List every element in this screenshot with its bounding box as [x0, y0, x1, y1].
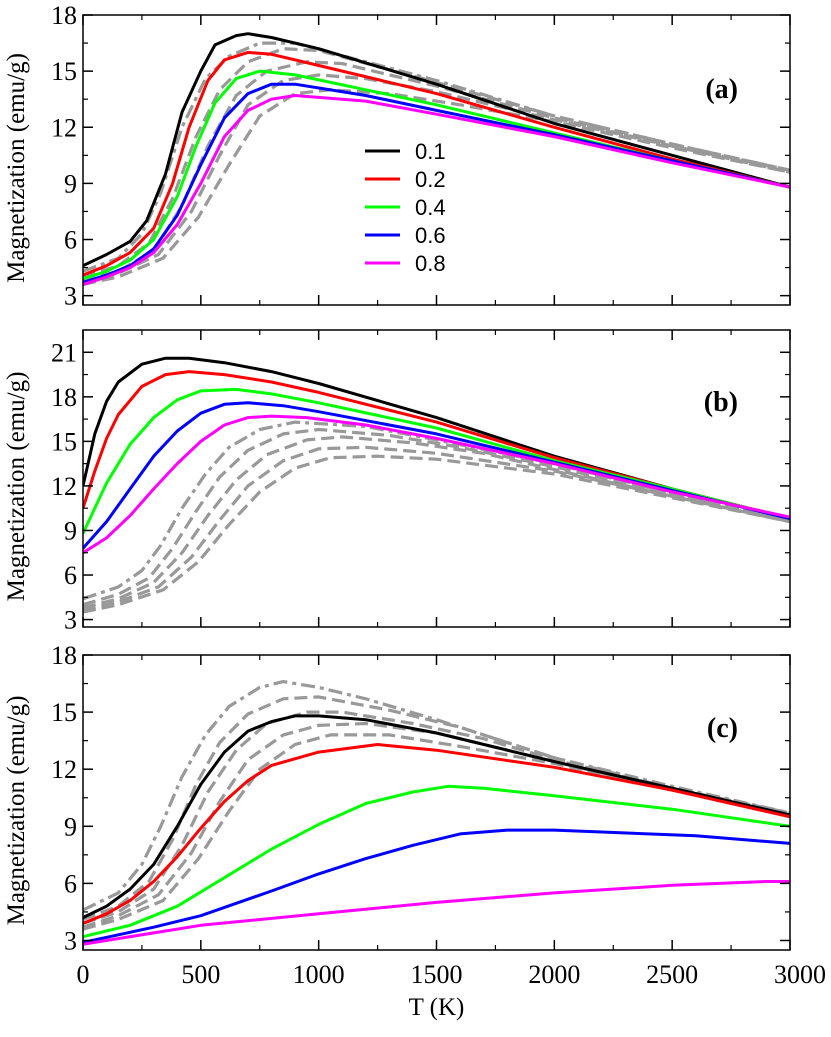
y-tick-label: 6	[64, 561, 77, 590]
x-tick-label: 500	[181, 960, 220, 989]
series-line-0-1	[83, 714, 790, 919]
panel-2: 3 6 9 12 15 18 21 Magnetization (emu/g) (b)	[3, 329, 791, 635]
x-tick-label: 1000	[293, 960, 345, 989]
x-axis-title: T (K)	[409, 994, 465, 1021]
reference-curve-4	[83, 73, 790, 285]
x-tick-label: 2000	[528, 960, 580, 989]
legend-label: 0.4	[415, 195, 446, 220]
y-tick-label: 3	[64, 282, 77, 311]
y-tick-label: 18	[51, 383, 77, 412]
series-line-0-8	[83, 414, 790, 555]
y-tick-label: 3	[64, 926, 77, 955]
reference-curve-1	[83, 420, 790, 601]
y-tick-label: 15	[51, 57, 77, 86]
y-tick-label: 15	[51, 427, 77, 456]
series-line-0-1	[83, 32, 790, 268]
y-tick-label: 21	[51, 338, 77, 367]
reference-curve-5	[83, 454, 790, 614]
x-tick-label: 0	[77, 960, 90, 989]
y-tick-label: 12	[51, 472, 77, 501]
series-line-0-4	[83, 784, 790, 939]
series-line-0-8	[83, 94, 790, 286]
reference-curve-3	[83, 710, 790, 925]
y-axis-title: Magnetization (emu/g)	[3, 372, 30, 602]
panel-label: (a)	[705, 74, 738, 105]
legend-label: 0.6	[415, 223, 446, 248]
reference-curves	[83, 420, 790, 614]
y-tick-label: 12	[51, 755, 77, 784]
y-tick-label: 18	[51, 641, 77, 670]
reference-curve-5	[83, 733, 790, 931]
reference-curve-1	[83, 680, 790, 912]
y-tick-label: 18	[51, 1, 77, 30]
series-line-0-6	[83, 82, 790, 284]
series-curves	[83, 356, 790, 555]
x-tick-label: 3000	[774, 960, 826, 989]
reference-curve-5	[83, 88, 790, 286]
x-tick-label: 1500	[411, 960, 463, 989]
reference-curve-2	[83, 695, 790, 921]
legend: 0.1 0.2 0.4 0.6 0.8	[365, 139, 446, 276]
y-tick-label: 12	[51, 113, 77, 142]
reference-curve-2	[83, 427, 790, 607]
y-axis-title: Magnetization (emu/g)	[3, 696, 30, 926]
series-line-0-2	[83, 370, 790, 521]
series-curves	[83, 32, 790, 286]
y-tick-label: 9	[64, 812, 77, 841]
series-curves	[83, 714, 790, 946]
legend-label: 0.1	[415, 139, 446, 164]
legend-label: 0.2	[415, 167, 446, 192]
series-line-0-4	[83, 69, 790, 281]
y-axis-title: Magnetization (emu/g)	[3, 53, 30, 283]
legend-label: 0.8	[415, 251, 446, 276]
reference-curve-3	[83, 435, 790, 610]
y-tick-label: 3	[64, 606, 77, 635]
series-line-0-8	[83, 880, 790, 946]
y-tick-label: 9	[64, 516, 77, 545]
y-tick-label: 6	[64, 226, 77, 255]
x-tick-label: 2500	[646, 960, 698, 989]
reference-curve-2	[83, 47, 790, 279]
reference-curves	[83, 680, 790, 931]
reference-curve-4	[83, 445, 790, 613]
y-tick-label: 15	[51, 698, 77, 727]
panel-label: (c)	[707, 713, 738, 744]
series-line-0-1	[83, 356, 790, 521]
y-tick-label: 9	[64, 169, 77, 198]
panel-label: (b)	[704, 387, 738, 418]
series-line-0-6	[83, 401, 790, 550]
series-line-0-2	[83, 50, 790, 277]
plot-frame	[82, 329, 791, 628]
series-line-0-2	[83, 743, 790, 925]
y-tick-label: 6	[64, 869, 77, 898]
series-line-0-6	[83, 828, 790, 944]
series-line-0-4	[83, 387, 790, 535]
reference-curve-4	[83, 721, 790, 929]
panel-3: 3 6 9 12 15 18 0 500 1000 1500 2000 2500 3000 Magneti…	[3, 641, 826, 1021]
